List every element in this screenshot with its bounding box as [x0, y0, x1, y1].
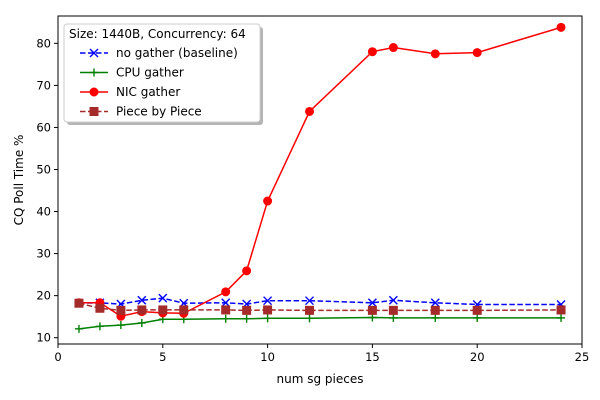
- data-point-cpu-gather: [74, 324, 83, 333]
- data-point-nic-gather: [305, 106, 315, 116]
- y-tick-label: 60: [36, 120, 51, 134]
- y-tick-label: 50: [36, 162, 51, 176]
- x-tick-label: 25: [575, 350, 590, 364]
- data-point-cpu-gather: [221, 314, 230, 323]
- series-cpu-gather: [74, 313, 566, 333]
- data-point-nic-gather: [430, 49, 440, 59]
- data-point-nic-gather: [556, 22, 566, 32]
- legend-marker-cpu-gather: [90, 68, 98, 77]
- series-layer: [74, 22, 566, 333]
- y-axis: 10 20 30 40 50 60 70 80: [36, 36, 58, 345]
- y-tick-label: 20: [36, 289, 51, 303]
- legend-label-no-gather-baseline: no gather (baseline): [116, 46, 238, 60]
- data-point-no-gather-baseline: [158, 293, 168, 303]
- data-point-no-gather-baseline-stroke-b: [430, 298, 440, 308]
- data-point-no-gather-baseline-stroke-b: [158, 293, 168, 303]
- legend-entry-no-gather-baseline: no gather (baseline): [80, 46, 238, 60]
- data-point-no-gather-baseline: [388, 295, 398, 305]
- data-point-cpu-gather: [137, 318, 146, 327]
- data-point-no-gather-baseline-stroke-b: [388, 295, 398, 305]
- data-point-nic-gather: [388, 43, 398, 53]
- legend-box: [63, 23, 261, 123]
- legend-entry-cpu-gather: CPU gather: [80, 66, 184, 80]
- data-point-cpu-gather: [263, 314, 272, 323]
- x-tick-label: 0: [54, 350, 61, 364]
- legend-label-piece-by-piece: Piece by Piece: [116, 105, 202, 119]
- y-tick-label: 70: [36, 78, 51, 92]
- y-tick-label: 30: [36, 247, 51, 261]
- data-point-cpu-gather: [95, 322, 104, 331]
- data-point-no-gather-baseline-stroke-b: [263, 296, 273, 306]
- data-point-cpu-gather: [242, 314, 251, 323]
- data-point-nic-gather: [242, 266, 252, 276]
- data-point-piece-by-piece: [305, 305, 315, 315]
- data-point-cpu-gather: [431, 313, 440, 322]
- legend-title: Size: 1440B, Concurrency: 64: [69, 27, 246, 41]
- data-point-piece-by-piece: [158, 305, 168, 315]
- data-point-cpu-gather: [557, 313, 566, 322]
- data-point-nic-gather: [263, 196, 273, 206]
- data-point-nic-gather: [367, 47, 377, 57]
- x-tick-label: 15: [365, 350, 380, 364]
- data-point-no-gather-baseline: [137, 295, 147, 305]
- data-point-piece-by-piece: [430, 305, 440, 315]
- data-point-no-gather-baseline-stroke-b: [367, 298, 377, 308]
- legend-entry-nic-gather: NIC gather: [80, 85, 180, 99]
- data-point-no-gather-baseline-stroke-b: [305, 296, 315, 306]
- data-point-piece-by-piece: [556, 305, 566, 315]
- legend-marker-no-gather-baseline-stroke-b: [89, 48, 99, 58]
- data-point-piece-by-piece: [472, 305, 482, 315]
- x-tick-label: 10: [260, 350, 275, 364]
- plot-frame: [57, 15, 583, 345]
- legend-label-cpu-gather: CPU gather: [116, 66, 184, 80]
- data-point-piece-by-piece: [263, 305, 273, 315]
- x-tick-label: 5: [159, 350, 166, 364]
- data-point-piece-by-piece: [74, 298, 84, 308]
- legend-entry-piece-by-piece: Piece by Piece: [80, 105, 202, 119]
- y-axis-label: CQ Poll Time %: [12, 135, 26, 226]
- data-point-piece-by-piece: [95, 303, 105, 313]
- data-point-piece-by-piece: [179, 305, 189, 315]
- y-tick-label: 10: [36, 331, 51, 345]
- data-point-cpu-gather: [305, 314, 314, 323]
- x-tick-label: 20: [470, 350, 485, 364]
- data-point-cpu-gather: [116, 321, 125, 330]
- data-point-no-gather-baseline: [430, 298, 440, 308]
- data-point-piece-by-piece: [137, 305, 147, 315]
- y-tick-label: 80: [36, 36, 51, 50]
- x-axis-label: num sg pieces: [277, 372, 364, 386]
- data-point-piece-by-piece: [116, 305, 126, 315]
- data-point-no-gather-baseline: [305, 296, 315, 306]
- data-point-no-gather-baseline: [367, 298, 377, 308]
- legend-marker-no-gather-baseline: [89, 48, 99, 58]
- series-piece-by-piece: [74, 298, 566, 315]
- legend-marker-piece-by-piece: [89, 107, 99, 116]
- data-point-no-gather-baseline-stroke-b: [137, 295, 147, 305]
- data-point-piece-by-piece: [242, 305, 252, 315]
- legend: Size: 1440B, Concurrency: 64 no gather (…: [63, 23, 263, 125]
- data-point-piece-by-piece: [388, 305, 398, 315]
- x-axis: 0 5 10 15 20 25: [54, 344, 589, 364]
- legend-entries: no gather (baseline) CPU gather NIC gather…: [80, 46, 238, 119]
- legend-marker-nic-gather: [89, 87, 99, 97]
- data-point-nic-gather: [221, 287, 231, 297]
- data-point-cpu-gather: [473, 313, 482, 322]
- data-point-no-gather-baseline: [263, 296, 273, 306]
- legend-label-nic-gather: NIC gather: [116, 85, 180, 99]
- data-point-nic-gather: [472, 48, 482, 58]
- data-point-cpu-gather: [389, 313, 398, 322]
- data-point-piece-by-piece: [367, 305, 377, 315]
- data-point-piece-by-piece: [221, 305, 231, 315]
- y-tick-label: 40: [36, 205, 51, 219]
